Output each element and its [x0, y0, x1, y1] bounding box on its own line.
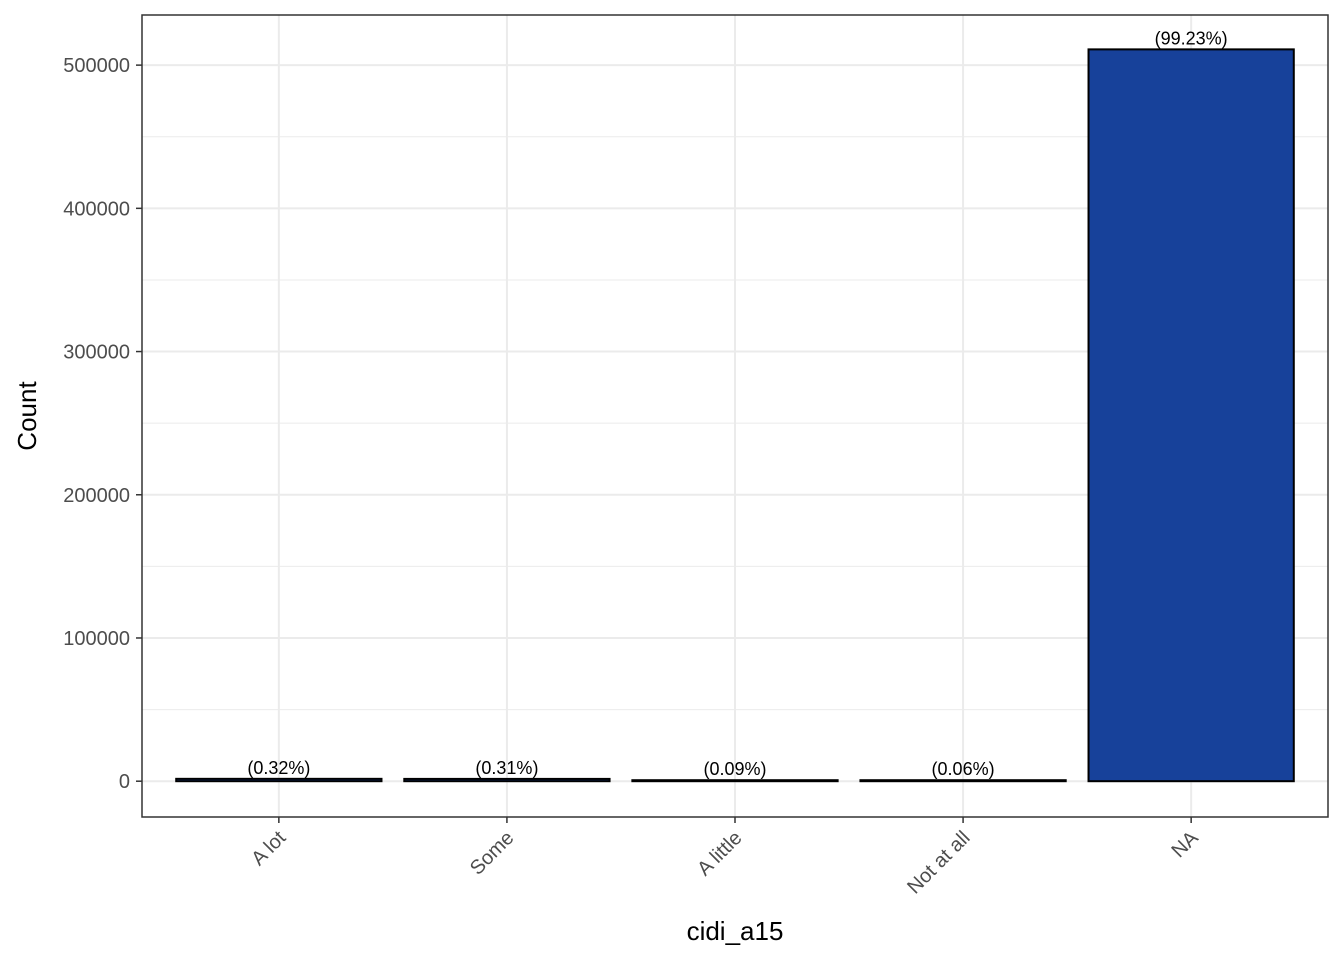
bars: [175, 48, 1295, 783]
x-tick-label: Not at all: [903, 827, 974, 898]
bar-na: [1087, 48, 1295, 783]
bar-data-labels: (0.32%) (0.31%) (0.09%) (0.06%) (99.23%): [247, 28, 1227, 779]
bar-data-label: (0.31%): [475, 758, 538, 778]
y-axis-ticks: 0 100000 200000 300000 400000 500000: [63, 55, 142, 793]
y-tick-label: 300000: [63, 342, 130, 364]
bar-some: [403, 777, 611, 783]
x-tick-label: Some: [466, 827, 519, 880]
y-tick-label: 400000: [63, 198, 130, 220]
x-axis-ticks: A lot Some A little Not at all NA: [247, 817, 1203, 898]
bar-a-lot: [175, 777, 383, 783]
x-axis-title: cidi_a15: [687, 916, 784, 946]
y-tick-label: 0: [119, 771, 130, 793]
bar-data-label: (0.09%): [703, 759, 766, 779]
x-tick-label: NA: [1167, 827, 1203, 863]
bar-a-little: [631, 779, 839, 783]
bar-not-at-all: [859, 779, 1067, 783]
bar-data-label: (99.23%): [1155, 28, 1228, 48]
y-tick-label: 500000: [63, 55, 130, 77]
y-tick-label: 100000: [63, 628, 130, 650]
x-tick-label: A lot: [247, 827, 290, 870]
y-tick-label: 200000: [63, 485, 130, 507]
y-axis-title: Count: [12, 381, 42, 451]
x-tick-label: A little: [693, 827, 746, 880]
bar-data-label: (0.32%): [247, 758, 310, 778]
bar-data-label: (0.06%): [932, 759, 995, 779]
